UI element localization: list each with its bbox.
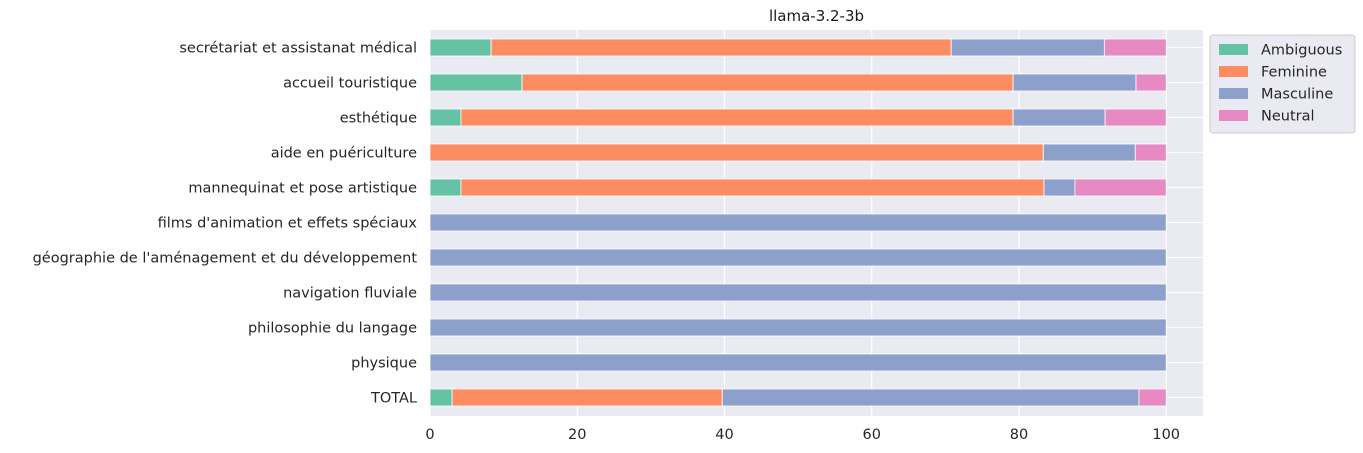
bar-masculine-physique [429, 353, 1167, 372]
bar-masculine-total [721, 388, 1140, 407]
bar-ambiguous-esthetique [429, 108, 462, 127]
bar-neutral-secretariat-et-assistanat-medical [1103, 38, 1167, 57]
bars [429, 38, 1167, 407]
category-label: navigation fluviale [283, 286, 417, 302]
chart-title: llama-3.2-3b [769, 7, 864, 25]
x-tick-label: 100 [1152, 427, 1180, 443]
bar-masculine-geographie-de-l-amenagement-et-du-developpement [429, 248, 1167, 267]
x-tick-label: 80 [1010, 427, 1028, 443]
category-label: films d'animation et effets spéciaux [158, 216, 418, 232]
bar-neutral-aide-en-puericulture [1134, 143, 1167, 162]
legend-swatch-feminine [1219, 66, 1248, 77]
bar-masculine-films-d-animation-et-effets-speciaux [429, 213, 1167, 232]
x-tick-label: 20 [568, 427, 586, 443]
category-label: aide en puériculture [271, 146, 417, 162]
bar-masculine-navigation-fluviale [429, 283, 1167, 302]
bar-masculine-mannequinat-et-pose-artistique [1043, 178, 1076, 197]
category-label: philosophie du langage [248, 321, 417, 337]
legend-label-ambiguous: Ambiguous [1261, 43, 1342, 59]
bar-feminine-esthetique [460, 108, 1014, 127]
bar-masculine-philosophie-du-langage [429, 318, 1167, 337]
legend-label-neutral: Neutral [1261, 109, 1315, 125]
x-tick-label: 0 [425, 427, 434, 443]
legend: Ambiguous Feminine Masculine Neutral [1209, 34, 1356, 134]
bar-feminine-secretariat-et-assistanat-medical [490, 38, 952, 57]
category-label: TOTAL [370, 391, 417, 407]
bar-neutral-esthetique [1104, 108, 1167, 127]
legend-label-masculine: Masculine [1261, 87, 1333, 103]
x-tick-labels: 0 20 40 60 80 100 [425, 427, 1180, 443]
category-label: secrétariat et assistanat médical [179, 41, 417, 57]
legend-box [1209, 34, 1356, 134]
bar-ambiguous-mannequinat-et-pose-artistique [429, 178, 462, 197]
category-labels: secrétariat et assistanat médical accueil… [33, 41, 418, 407]
bar-masculine-esthetique [1012, 108, 1106, 127]
category-label: mannequinat et pose artistique [188, 181, 417, 197]
bar-ambiguous-secretariat-et-assistanat-medical [429, 38, 492, 57]
bar-masculine-aide-en-puericulture [1042, 143, 1136, 162]
bar-ambiguous-total [429, 388, 453, 407]
category-label: esthétique [340, 111, 417, 127]
bar-feminine-accueil-touristique [521, 73, 1014, 92]
legend-label-feminine: Feminine [1261, 65, 1327, 81]
bar-neutral-total [1138, 388, 1167, 407]
category-label: géographie de l'aménagement et du dévelo… [33, 251, 418, 267]
category-label: accueil touristique [283, 76, 417, 92]
bar-feminine-aide-en-puericulture [429, 143, 1044, 162]
bar-feminine-mannequinat-et-pose-artistique [460, 178, 1045, 197]
category-label: physique [351, 356, 417, 372]
legend-swatch-neutral [1219, 110, 1248, 121]
x-tick-label: 60 [862, 427, 880, 443]
bar-neutral-accueil-touristique [1135, 73, 1167, 92]
bar-neutral-mannequinat-et-pose-artistique [1074, 178, 1167, 197]
x-tick-label: 40 [715, 427, 733, 443]
bar-ambiguous-accueil-touristique [429, 73, 523, 92]
bar-masculine-accueil-touristique [1012, 73, 1137, 92]
bar-masculine-secretariat-et-assistanat-medical [950, 38, 1105, 57]
legend-swatch-ambiguous [1219, 44, 1248, 55]
bar-feminine-total [451, 388, 723, 407]
legend-swatch-masculine [1219, 88, 1248, 99]
